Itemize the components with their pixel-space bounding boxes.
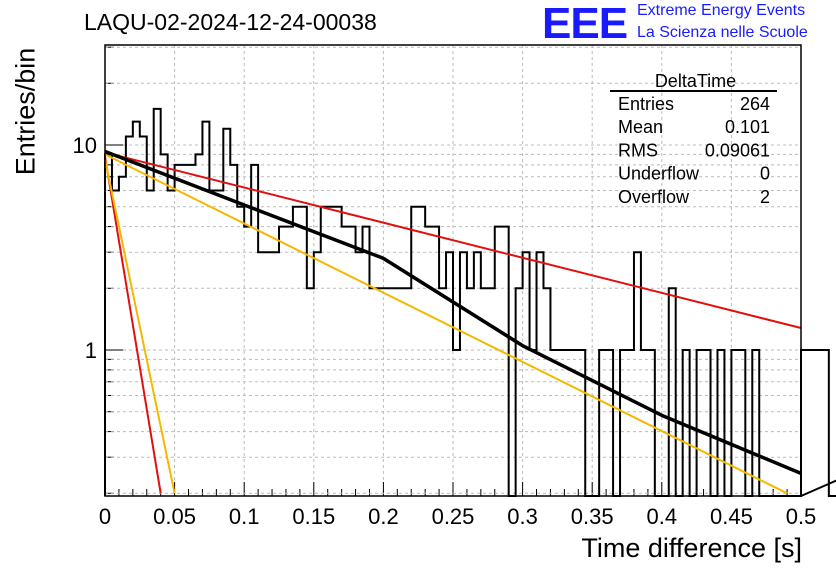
stats-label: Entries <box>618 94 674 114</box>
stats-label: Underflow <box>618 164 700 184</box>
logo-line-1: Extreme Energy Events <box>637 2 806 19</box>
stats-label: Overflow <box>618 187 690 207</box>
stats-label: Mean <box>618 117 663 137</box>
fit-curve-orange <box>104 153 788 495</box>
x-axis-label: Time difference [s] <box>581 533 802 563</box>
eee-logo: EEE <box>542 0 628 48</box>
fit-curve-red <box>104 156 162 494</box>
chart-title: LAQU-02-2024-12-24-00038 <box>84 9 377 35</box>
histogram-steps <box>104 107 836 497</box>
x-tick-label: 0.05 <box>153 504 196 529</box>
y-tick-label: 1 <box>85 338 97 363</box>
stats-value: 0.09061 <box>705 140 770 160</box>
x-tick-label: 0.45 <box>710 504 753 529</box>
logo-line-2: La Scienza nelle Scuole <box>637 24 808 41</box>
x-tick-label: 0 <box>99 504 111 529</box>
y-tick-label: 10 <box>73 133 97 158</box>
plot-frame <box>104 44 802 497</box>
x-tick-label: 0.1 <box>229 504 260 529</box>
x-tick-label: 0.25 <box>432 504 475 529</box>
fit-curve-black <box>104 149 802 476</box>
stats-box-name: DeltaTime <box>655 71 736 91</box>
x-tick-label: 0.35 <box>571 504 614 529</box>
fit-curve-orange <box>104 159 176 494</box>
x-tick-label: 0.2 <box>368 504 399 529</box>
x-tick-label: 0.3 <box>507 504 538 529</box>
stats-value: 264 <box>740 94 770 114</box>
x-tick-label: 0.4 <box>647 504 678 529</box>
x-tick-label: 0.15 <box>292 504 335 529</box>
fit-curve-red <box>104 151 802 329</box>
stats-value: 0 <box>760 164 770 184</box>
stats-label: RMS <box>618 140 658 160</box>
stats-value: 0.101 <box>725 117 770 137</box>
stats-value: 2 <box>760 187 770 207</box>
x-tick-label: 0.5 <box>786 504 817 529</box>
